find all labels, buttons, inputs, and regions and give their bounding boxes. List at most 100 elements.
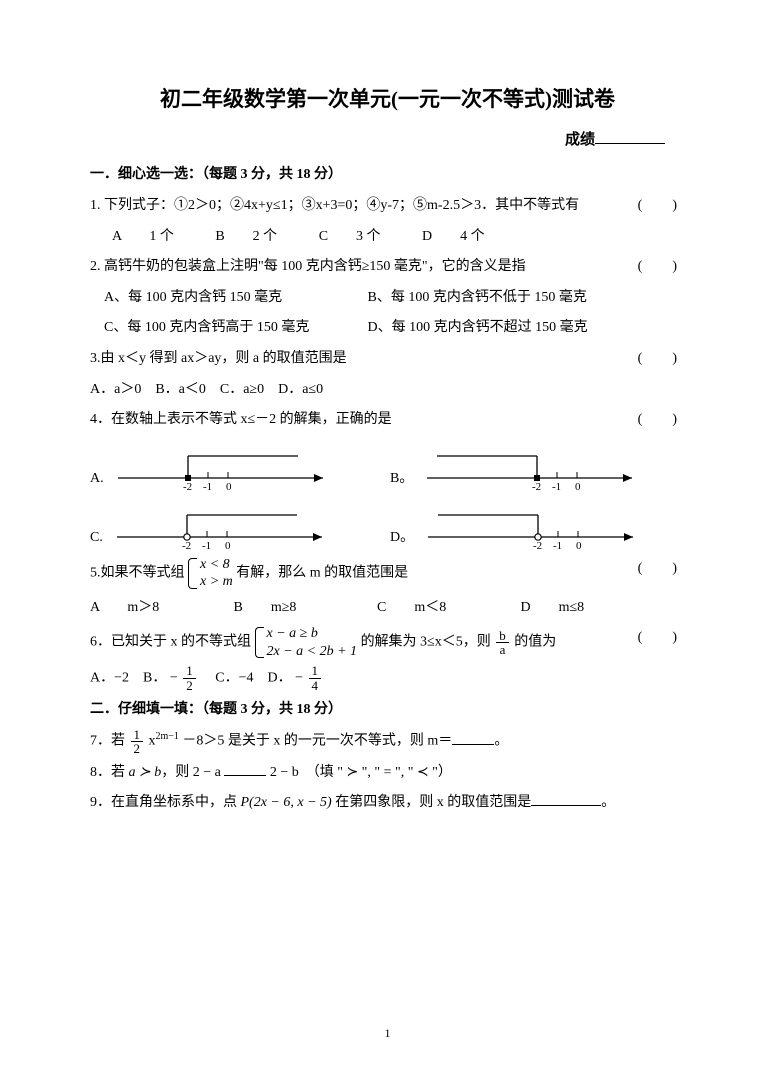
- q7-frac: 1 2: [131, 728, 144, 756]
- svg-text:0: 0: [225, 540, 231, 552]
- q5-system: x < 8 x > m: [188, 556, 233, 591]
- q7-exp: 2m−1: [156, 731, 179, 742]
- score-label: 成绩: [565, 132, 595, 148]
- q1-stem: 1. 下列式子：①2＞0；②4x+y≤1；③x+3=0；④y-7；⑤m-2.5＞…: [90, 198, 579, 213]
- q4-stem: 4．在数轴上表示不等式 x≤－2 的解集，正确的是: [90, 412, 392, 427]
- svg-text:-2: -2: [532, 481, 541, 493]
- fill-blank: [531, 793, 601, 806]
- frac-num: b: [496, 629, 509, 644]
- q2-opt-d: D、每 100 克内含钙不超过 150 毫克: [368, 320, 588, 335]
- q7: 7．若 1 2 x2m−1 －8＞5 是关于 x 的一元一次不等式，则 m＝ 。: [90, 727, 685, 756]
- q3: 3.由 x＜y 得到 ax＞ay，则 a 的取值范围是 ( ): [90, 346, 685, 373]
- q6-stem-right: 的值为: [514, 635, 556, 650]
- q8: 8．若 a ≻ b，则 2 − a 2 − b （填 " ≻ ", " = ",…: [90, 760, 685, 787]
- numline-b: -2-10: [417, 438, 647, 493]
- q5-stem-left: 5.如果不等式组: [90, 565, 185, 580]
- q6-opts-pre: A．−2 B．: [90, 671, 166, 686]
- fill-blank: [224, 763, 266, 776]
- q5-opt-b: B m≥8: [234, 595, 374, 622]
- q7-end: 。: [494, 734, 508, 749]
- svg-text:0: 0: [576, 540, 582, 552]
- section2-heading: 二．仔细填一填：（每题 3 分，共 18 分）: [90, 697, 685, 724]
- q5-options: A m＞8 B m≥8 C m＜8 D m≤8: [90, 595, 685, 622]
- frac-num: 1: [183, 664, 196, 679]
- q6-system: x − a ≥ b 2x − a < 2b + 1: [255, 625, 358, 660]
- q1-options: A 1 个 B 2 个 C 3 个 D 4 个: [112, 224, 685, 251]
- score-line: 成绩: [90, 126, 685, 155]
- q6: 6．已知关于 x 的不等式组 x − a ≥ b 2x − a < 2b + 1…: [90, 625, 685, 660]
- q5: 5.如果不等式组 x < 8 x > m 有解，那么 m 的取值范围是 ( ): [90, 556, 685, 591]
- section1-heading: 一．细心选一选：（每题 3 分，共 18 分）: [90, 162, 685, 189]
- q9-post: 在第四象限，则 x 的取值范围是: [332, 795, 532, 810]
- q6-stem-left: 6．已知关于 x 的不等式组: [90, 635, 251, 650]
- frac-num: 1: [131, 728, 144, 743]
- q3-options: A．a＞0 B．a＜0 C．a≥0 D．a≤0: [90, 377, 685, 404]
- q6-opts-mid: C．−4 D．: [201, 671, 291, 686]
- q8-rel1: a ≻ b: [129, 765, 162, 780]
- q8-mid: ，则 2 − a: [161, 765, 224, 780]
- q5-opt-d: D m≤8: [521, 600, 585, 615]
- q9: 9．在直角坐标系中，点 P(2x − 6, x − 5) 在第四象限，则 x 的…: [90, 790, 685, 817]
- answer-paren: ( ): [638, 625, 685, 652]
- q7-x: x: [149, 734, 156, 749]
- q9-end: 。: [601, 795, 615, 810]
- fill-blank: [452, 732, 494, 745]
- svg-text:-1: -1: [552, 481, 561, 493]
- q2-opt-b: B、每 100 克内含钙不低于 150 毫克: [368, 290, 587, 305]
- score-blank: [595, 129, 665, 144]
- svg-text:0: 0: [226, 481, 232, 493]
- q2-options-row1: A、每 100 克内含钙 150 毫克 B、每 100 克内含钙不低于 150 …: [104, 285, 685, 312]
- q4-label-c: C.: [90, 525, 103, 552]
- q5-stem-right: 有解，那么 m 的取值范围是: [236, 565, 408, 580]
- q4-options-row1: A. -2 -1 0 B。 -2 -1 0: [90, 438, 685, 493]
- q5-opt-c: C m＜8: [377, 595, 517, 622]
- q2-opt-a: A、每 100 克内含钙 150 毫克: [104, 285, 364, 312]
- q1-opt-a: A 1 个: [112, 229, 174, 244]
- q4-label-d: D。: [390, 525, 414, 552]
- frac-den: 2: [183, 679, 196, 693]
- q6-sys-l1: x − a ≥ b: [267, 625, 358, 643]
- q5-sys-l1: x < 8: [200, 556, 233, 574]
- frac-num: 1: [309, 664, 322, 679]
- q6-sys-l2: 2x − a < 2b + 1: [267, 643, 358, 661]
- q6-frac-half: 1 2: [183, 664, 196, 692]
- q6-options: A．−2 B． − 1 2 C．−4 D． − 1 4: [90, 664, 685, 692]
- q7-post: －8＞5 是关于 x 的一元一次不等式，则 m＝: [182, 734, 452, 749]
- q9-pre: 9．在直角坐标系中，点: [90, 795, 241, 810]
- svg-text:-1: -1: [202, 540, 211, 552]
- svg-text:-1: -1: [203, 481, 212, 493]
- q2-options-row2: C、每 100 克内含钙高于 150 毫克 D、每 100 克内含钙不超过 15…: [104, 315, 685, 342]
- q8-pre: 8．若: [90, 765, 129, 780]
- q4-label-b: B。: [390, 466, 413, 493]
- svg-text:-2: -2: [182, 540, 191, 552]
- answer-paren: ( ): [638, 193, 685, 220]
- frac-den: 4: [309, 679, 322, 693]
- q5-opt-a: A m＞8: [90, 595, 230, 622]
- q3-stem: 3.由 x＜y 得到 ax＞ay，则 a 的取值范围是: [90, 351, 347, 366]
- answer-paren: ( ): [638, 254, 685, 281]
- svg-text:-2: -2: [183, 481, 192, 493]
- q6-frac-ba: b a: [496, 629, 509, 657]
- q1: 1. 下列式子：①2＞0；②4x+y≤1；③x+3=0；④y-7；⑤m-2.5＞…: [90, 193, 685, 220]
- q2: 2. 高钙牛奶的包装盒上注明"每 100 克内含钙≥150 毫克"，它的含义是指…: [90, 254, 685, 281]
- q5-sys-l2: x > m: [200, 573, 233, 591]
- frac-den: a: [496, 643, 509, 657]
- q4-options-row2: C. -2 -1 0 D。 -2 -1 0: [90, 497, 685, 552]
- svg-text:-2: -2: [533, 540, 542, 552]
- q9-point: P(2x − 6, x − 5): [241, 795, 332, 810]
- q2-opt-c: C、每 100 克内含钙高于 150 毫克: [104, 315, 364, 342]
- numline-a: -2 -1 0: [108, 438, 338, 493]
- q2-stem: 2. 高钙牛奶的包装盒上注明"每 100 克内含钙≥150 毫克"，它的含义是指: [90, 259, 526, 274]
- q6-neg-b: −: [170, 671, 178, 686]
- numline-c: -2 -1 0: [107, 497, 337, 552]
- q7-pre: 7．若: [90, 734, 125, 749]
- q4: 4．在数轴上表示不等式 x≤－2 的解集，正确的是 ( ): [90, 407, 685, 434]
- q1-opt-b: B 2 个: [215, 229, 277, 244]
- q1-opt-c: C 3 个: [319, 229, 381, 244]
- answer-paren: ( ): [638, 346, 685, 373]
- answer-paren: ( ): [638, 407, 685, 434]
- q6-frac-quarter: 1 4: [309, 664, 322, 692]
- q8-post: 2 − b （填 " ≻ ", " = ", " ≺ "）: [266, 765, 452, 780]
- q6-stem-mid: 的解集为 3≤x＜5，则: [361, 635, 491, 650]
- q4-label-a: A.: [90, 466, 104, 493]
